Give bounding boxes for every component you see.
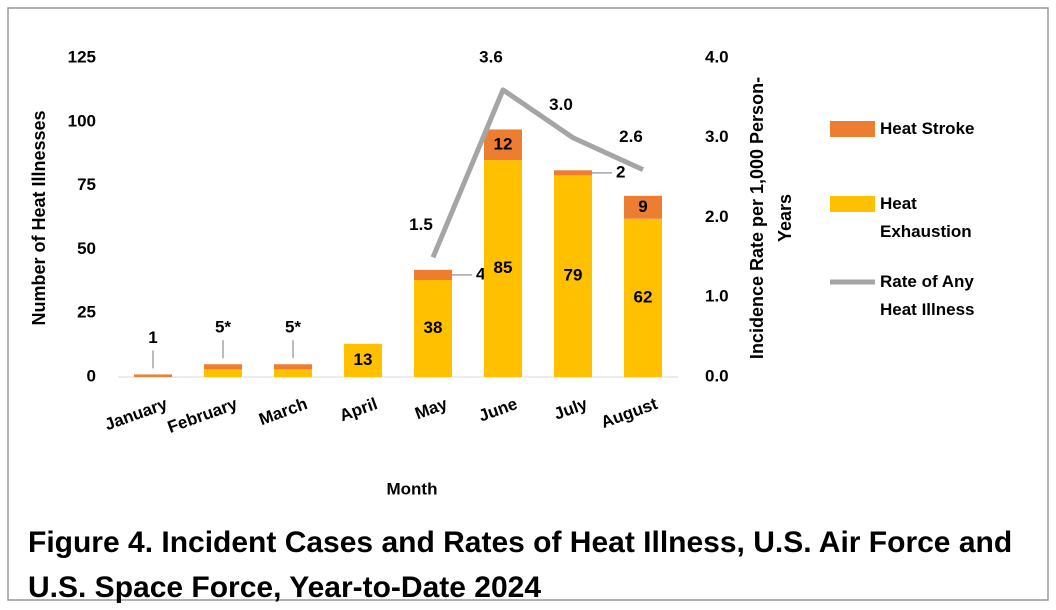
annotation: 1 [148, 328, 157, 347]
x-tick-label: June [476, 394, 520, 425]
bar-segment [484, 160, 522, 377]
y2-tick-label: 0.0 [705, 366, 729, 385]
figure-title: Figure 4. Incident Cases and Rates of He… [28, 526, 1013, 604]
rate-label: 3.6 [479, 47, 503, 66]
rate-label: 3.0 [549, 95, 573, 114]
bar-segment [344, 343, 382, 377]
bar-segment [204, 364, 242, 370]
data-label: 38 [424, 318, 443, 337]
y2-tick-label: 2.0 [705, 207, 729, 226]
data-label: 13 [354, 350, 373, 369]
bar-segment [274, 369, 312, 377]
y-tick-label: 50 [77, 239, 96, 258]
y2-axis-title: Incidence Rate per 1,000 Person-Years [747, 76, 795, 360]
y-tick-label: 0 [87, 366, 96, 385]
legend-label: Rate of Any Heat Illness [880, 272, 975, 319]
y-tick-label: 100 [68, 111, 96, 130]
data-label: 9 [638, 197, 647, 216]
y-tick-label: 125 [68, 47, 96, 66]
bar-segment [204, 369, 242, 377]
rate-label: 1.5 [409, 215, 433, 234]
y-tick-label: 75 [77, 175, 96, 194]
x-axis-title: Month [387, 479, 438, 498]
y2-tick-label: 4.0 [705, 47, 729, 66]
data-label: 79 [564, 266, 583, 285]
y2-tick-label: 3.0 [705, 127, 729, 146]
x-tick-label: January [102, 394, 170, 434]
bar-segment [624, 218, 662, 377]
y-axis-title: Number of Heat Illnesses [29, 110, 49, 325]
legend-swatch [830, 121, 875, 137]
data-label: 4 [476, 264, 486, 283]
bar-segment [624, 195, 662, 219]
x-tick-label: May [412, 394, 450, 423]
frame [7, 7, 1049, 601]
bar-segment [414, 269, 452, 281]
x-tick-label: February [165, 394, 240, 437]
legend-label: Heat Stroke [880, 119, 975, 138]
bar-segment [414, 280, 452, 377]
bar-segment [484, 129, 522, 161]
data-label: 2 [616, 162, 625, 181]
legend-label: Heat Exhaustion [880, 194, 972, 241]
data-label: 12 [494, 134, 513, 153]
rate-label: 2.6 [619, 127, 643, 146]
y-tick-label: 25 [77, 303, 96, 322]
x-tick-label: July [551, 394, 590, 424]
x-tick-label: March [256, 394, 310, 429]
rate-line [430, 87, 645, 259]
data-label: 85 [494, 258, 513, 277]
bar-segment [134, 374, 172, 377]
annotation: 5* [285, 318, 301, 337]
x-tick-label: August [598, 394, 660, 432]
data-label: 62 [634, 287, 653, 306]
annotation: 5* [215, 318, 231, 337]
y2-tick-label: 1.0 [705, 287, 729, 306]
bar-segment [554, 170, 592, 176]
bar-segment [554, 175, 592, 377]
bar-segment [274, 364, 312, 370]
x-tick-label: April [337, 394, 380, 425]
legend-swatch [830, 196, 875, 212]
